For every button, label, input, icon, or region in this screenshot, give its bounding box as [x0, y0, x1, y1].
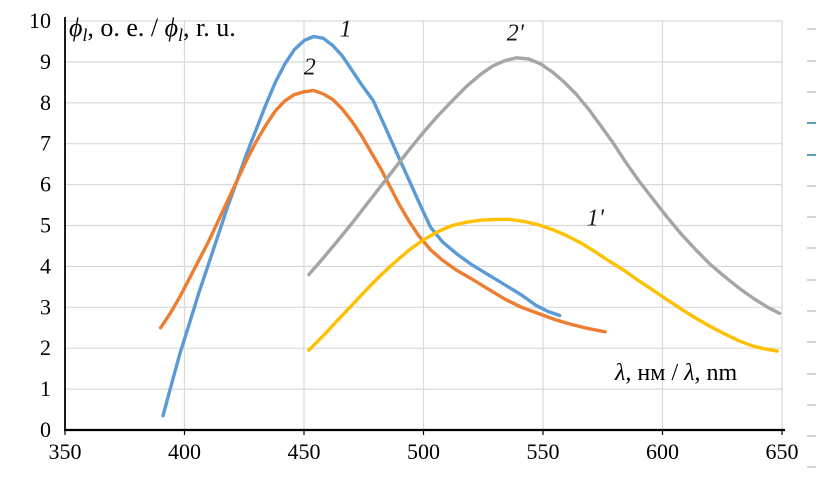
svg-text:7: 7 [40, 131, 51, 156]
svg-text:10: 10 [29, 8, 51, 33]
x-axis-title: λ, нм / λ, nm [615, 360, 738, 386]
svg-text:600: 600 [646, 439, 679, 464]
svg-text:9: 9 [40, 49, 51, 74]
svg-text:6: 6 [40, 172, 51, 197]
svg-text:450: 450 [288, 439, 321, 464]
axes [64, 17, 785, 435]
svg-text:350: 350 [49, 439, 82, 464]
x-tick-labels: 350 400 450 500 550 600 650 [49, 439, 799, 464]
svg-text:550: 550 [527, 439, 560, 464]
y-tick-labels: 0 1 2 3 4 5 6 7 8 9 10 [29, 8, 51, 442]
svg-text:0: 0 [40, 417, 51, 442]
series-curve-1' [307, 217, 779, 353]
svg-text:1: 1 [40, 376, 51, 401]
series-curve-1 [161, 34, 562, 418]
series-curve-2 [158, 88, 607, 334]
curve-labels: 12 2' 1' [304, 16, 605, 231]
svg-text:1: 1 [340, 16, 352, 42]
svg-text:5: 5 [40, 213, 51, 238]
svg-text:650: 650 [766, 439, 799, 464]
y-axis-title: ϕl, o. e. / ϕl, r. u. [69, 13, 236, 45]
svg-text:2: 2 [304, 54, 316, 80]
svg-text:1': 1' [587, 206, 605, 232]
svg-text:4: 4 [40, 253, 51, 278]
svg-text:500: 500 [407, 439, 440, 464]
series-curve-2' [307, 56, 782, 316]
svg-text:3: 3 [40, 294, 51, 319]
svg-text:8: 8 [40, 90, 51, 115]
svg-text:2: 2 [40, 335, 51, 360]
right-edge-tick-marks [807, 28, 816, 468]
svg-text:2': 2' [507, 20, 525, 46]
svg-text:400: 400 [168, 439, 201, 464]
